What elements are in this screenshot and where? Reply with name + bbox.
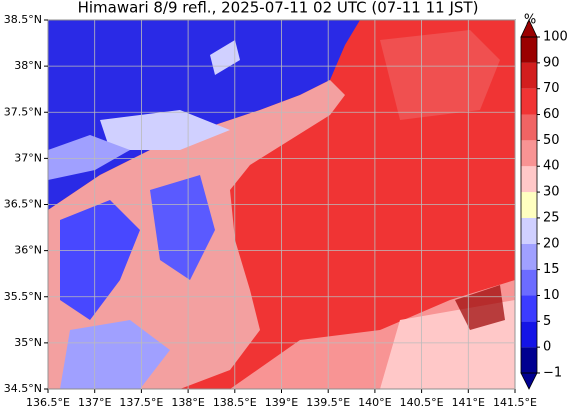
colorbar-tick-label: 25 bbox=[543, 210, 560, 225]
x-tick-label: 140°E bbox=[358, 396, 391, 409]
x-tick-label: 137.5°E bbox=[119, 396, 163, 409]
colorbar-segment bbox=[521, 295, 537, 322]
y-tick-label: 37.5°N bbox=[4, 105, 42, 118]
colorbar-tick-label: 5 bbox=[543, 314, 551, 329]
colorbar-tick-label: 20 bbox=[543, 236, 560, 251]
colorbar-segment bbox=[521, 62, 537, 89]
y-tick-label: 36°N bbox=[14, 244, 42, 257]
x-tick-label: 141°E bbox=[452, 396, 485, 409]
colorbar-tick-label: 50 bbox=[543, 133, 560, 148]
colorbar-segment bbox=[521, 347, 537, 373]
y-tick-label: 35°N bbox=[14, 336, 42, 349]
y-tick-label: 37°N bbox=[14, 151, 42, 164]
colorbar-segment bbox=[521, 321, 537, 348]
y-tick-label: 35.5°N bbox=[4, 290, 42, 303]
colorbar-segment bbox=[521, 88, 537, 115]
colorbar-tick-label: 10 bbox=[543, 288, 560, 303]
x-tick-label: 141.5°E bbox=[493, 396, 537, 409]
colorbar-tick-label: 70 bbox=[543, 81, 560, 96]
map-title: Himawari 8/9 refl., 2025-07-11 02 UTC (0… bbox=[78, 0, 479, 17]
x-tick-label: 139.5°E bbox=[306, 396, 350, 409]
colorbar-segment bbox=[521, 217, 537, 244]
x-tick-label: 140.5°E bbox=[400, 396, 444, 409]
x-tick-label: 139°E bbox=[265, 396, 298, 409]
colorbar-tick-label: 100 bbox=[543, 30, 568, 45]
y-tick-label: 36.5°N bbox=[4, 198, 42, 211]
colorbar-segment bbox=[521, 114, 537, 141]
x-tick-label: 138.5°E bbox=[213, 396, 257, 409]
colorbar-segment bbox=[521, 243, 537, 270]
x-tick-label: 137°E bbox=[78, 396, 111, 409]
y-tick-label: 38.5°N bbox=[4, 13, 42, 26]
y-tick-label: 38°N bbox=[14, 59, 42, 72]
colorbar-extend-low bbox=[520, 372, 538, 390]
colorbar-segment bbox=[521, 166, 537, 193]
y-tick-label: 34.5°N bbox=[4, 382, 42, 395]
colorbar-tick-label: 40 bbox=[543, 159, 560, 174]
colorbar-tick-label: 90 bbox=[543, 55, 560, 70]
x-tick-label: 138°E bbox=[171, 396, 204, 409]
colorbar-frame bbox=[520, 36, 538, 374]
colorbar-tick-label: −1 bbox=[543, 366, 562, 381]
colorbar-tick-label: 0 bbox=[543, 340, 551, 355]
colorbar-tick-label: 15 bbox=[543, 262, 560, 277]
colorbar-segment bbox=[521, 269, 537, 296]
colorbar-segment bbox=[521, 140, 537, 167]
colorbar-segment bbox=[521, 192, 537, 218]
colorbar-tick-label: 30 bbox=[543, 185, 560, 200]
colorbar-segment bbox=[521, 37, 537, 63]
x-tick-label: 136.5°E bbox=[26, 396, 70, 409]
colorbar-tick-label: 60 bbox=[543, 107, 560, 122]
